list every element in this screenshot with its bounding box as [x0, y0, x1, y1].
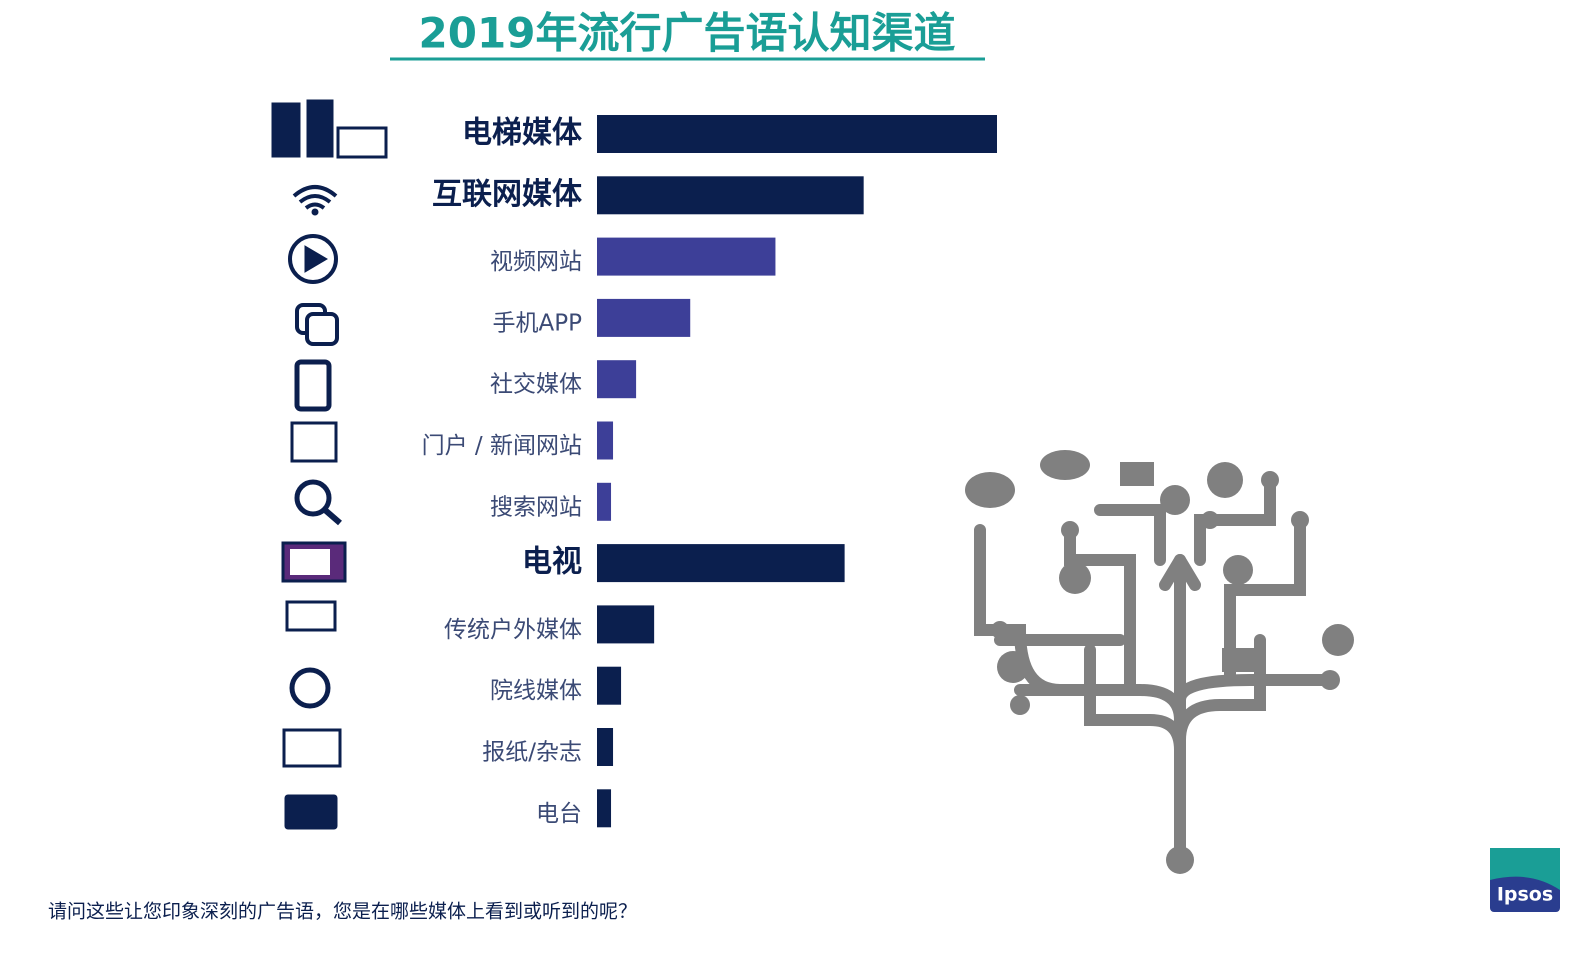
tree-node — [1201, 511, 1219, 529]
category-label: 传统户外媒体 — [444, 617, 582, 643]
icon-building — [336, 126, 388, 159]
tree-node — [991, 621, 1009, 639]
category-label: 报纸/杂志 — [482, 740, 582, 766]
icon-play — [304, 245, 328, 273]
category-label: 手机APP — [493, 310, 583, 336]
category-label: 电梯媒体 — [462, 116, 583, 151]
tree-pin — [1160, 485, 1190, 515]
icon-wifi — [311, 208, 319, 216]
tree-phone — [1322, 624, 1354, 656]
logo: Ipsos — [1497, 884, 1553, 906]
category-label: 视频网站 — [490, 249, 582, 275]
tree — [974, 474, 1336, 866]
tree-nodes — [965, 450, 1354, 874]
bar — [597, 544, 845, 583]
tree-node — [1261, 471, 1279, 489]
tree-mail — [1120, 462, 1154, 486]
tree-at — [1223, 555, 1253, 585]
icons — [271, 99, 388, 830]
category-label: 互联网媒体 — [432, 177, 583, 212]
icon-building — [271, 102, 301, 158]
tree-bird — [1040, 450, 1090, 480]
category-label: 电视 — [522, 545, 582, 580]
icon-play — [288, 234, 338, 284]
footnote: 请问这些让您印象深刻的广告语，您是在哪些媒体上看到或听到的呢？ — [48, 901, 637, 923]
tree-zoom — [997, 651, 1029, 683]
tree-branch — [974, 474, 1336, 866]
icon-search — [323, 507, 342, 526]
tree-node — [1010, 695, 1030, 715]
icon-book — [282, 728, 342, 768]
bar — [597, 421, 614, 460]
bar — [597, 482, 612, 521]
icon-wifi — [292, 185, 338, 210]
icon-app — [305, 312, 339, 346]
icon-film — [289, 667, 331, 709]
icon-tv — [290, 549, 330, 575]
tree-node — [1320, 670, 1340, 690]
tree-arrow — [1159, 554, 1201, 591]
bar — [597, 360, 637, 399]
icon-billboard — [285, 600, 337, 632]
tree-mail — [1222, 648, 1256, 672]
category-label: 门户 / 新闻网站 — [422, 433, 582, 459]
icon-phone — [294, 359, 332, 412]
icon-browser — [290, 421, 338, 463]
icon-building — [306, 99, 334, 158]
chart-title: 2019年流行广告语认知渠道 — [419, 9, 956, 58]
logo-box — [1490, 848, 1560, 890]
tree-chat — [1059, 562, 1091, 594]
tree-bulb — [1207, 462, 1243, 498]
bar — [597, 176, 864, 215]
icon-search — [294, 479, 332, 517]
tree-node — [1291, 511, 1309, 529]
icon-radio — [284, 794, 338, 830]
category-label: 搜索网站 — [490, 494, 582, 520]
bar — [597, 298, 691, 337]
tree-node — [1061, 521, 1079, 539]
category-label: 社交媒体 — [490, 372, 582, 398]
bar — [597, 115, 997, 153]
bar — [597, 605, 655, 644]
bar — [597, 789, 612, 828]
category-label: 院线媒体 — [490, 678, 582, 704]
tree-node — [1166, 846, 1194, 874]
category-label: 电台 — [536, 801, 582, 827]
bar — [597, 666, 622, 705]
tree-bubble — [965, 472, 1015, 508]
bar — [597, 237, 776, 276]
bar — [597, 728, 614, 766]
